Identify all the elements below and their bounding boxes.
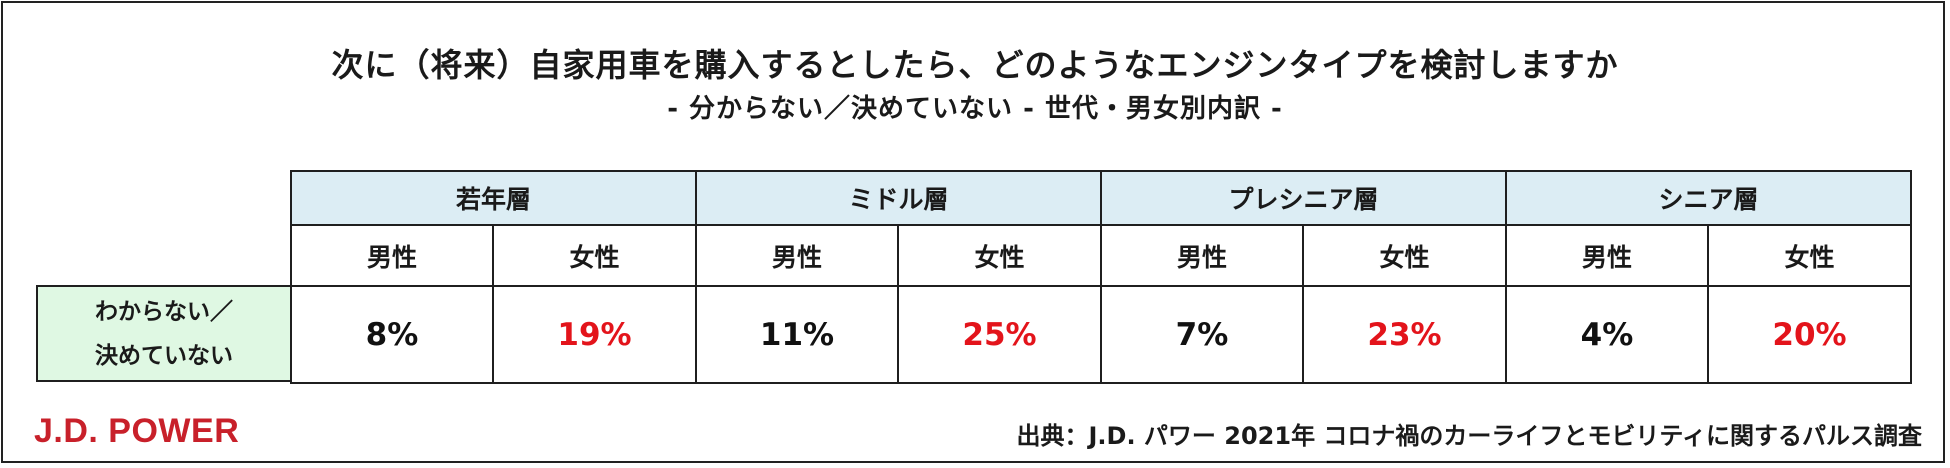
group-header-presenior: プレシニア層	[1100, 170, 1507, 226]
value-cell-presenior-female: 23%	[1302, 285, 1507, 384]
row-label-line-1: わからない／	[95, 298, 233, 325]
gender-header-female: 女性	[1302, 224, 1507, 287]
row-label: わからない／ 決めていない	[36, 285, 292, 382]
gender-header-female: 女性	[897, 224, 1102, 287]
breakdown-table: 若年層 ミドル層 プレシニア層 シニア層 男性 女性 男性 女性 男性 女性 男…	[290, 170, 1912, 384]
row-label-line-2: 決めていない	[95, 342, 233, 369]
group-header-middle: ミドル層	[695, 170, 1102, 226]
gender-header-male: 男性	[1505, 224, 1709, 287]
group-header-young: 若年層	[290, 170, 697, 226]
gender-header-female: 女性	[492, 224, 697, 287]
value-cell-senior-male: 4%	[1505, 285, 1709, 384]
gender-header-male: 男性	[695, 224, 899, 287]
value-cell-senior-female: 20%	[1707, 285, 1912, 384]
source-note: 出典：J.D. パワー 2021年 コロナ禍のカーライフとモビリティに関するパル…	[1016, 422, 1922, 450]
chart-title: 次に（将来）自家用車を購入するとしたら、どのようなエンジンタイプを検討しますか	[331, 46, 1619, 84]
value-cell-presenior-male: 7%	[1100, 285, 1304, 384]
chart-subtitle: - 分からない／決めていない - 世代・男女別内訳 -	[667, 94, 1283, 124]
gender-header-male: 男性	[290, 224, 494, 287]
group-header-senior: シニア層	[1505, 170, 1912, 226]
value-cell-middle-male: 11%	[695, 285, 899, 384]
gender-header-male: 男性	[1100, 224, 1304, 287]
value-cell-middle-female: 25%	[897, 285, 1102, 384]
jd-power-logo: J.D. POWER	[34, 412, 240, 450]
value-cell-young-female: 19%	[492, 285, 697, 384]
gender-header-female: 女性	[1707, 224, 1912, 287]
value-cell-young-male: 8%	[290, 285, 494, 384]
